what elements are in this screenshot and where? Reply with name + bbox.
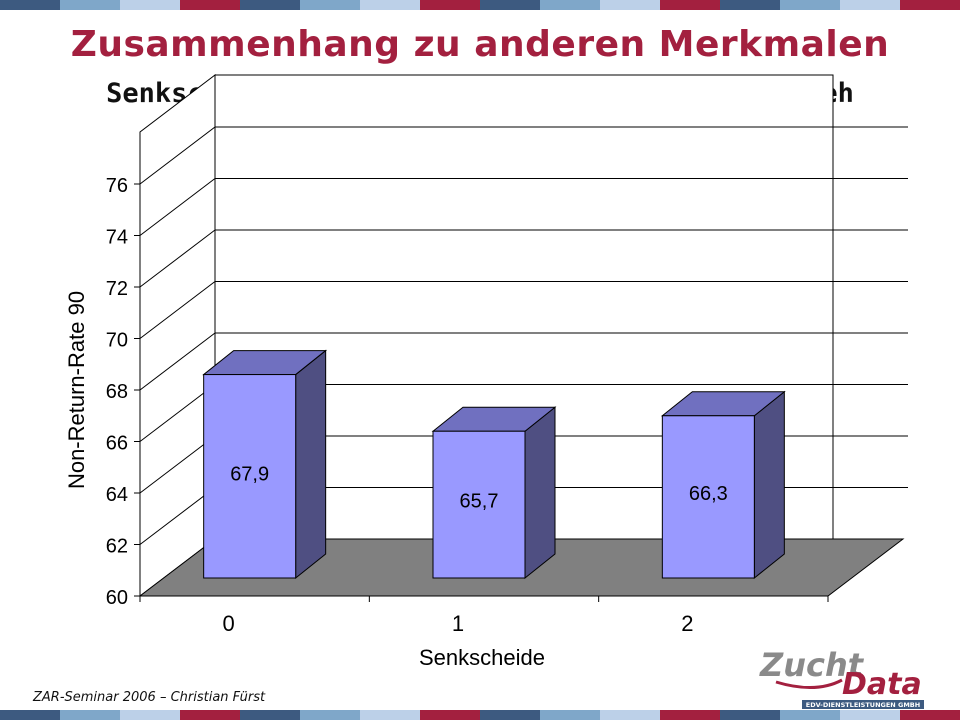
gridline-side <box>139 435 216 494</box>
logo-text-bottom: Data <box>842 667 922 702</box>
y-tick-label: 74 <box>106 227 128 249</box>
bar <box>661 415 755 579</box>
gridline-side <box>139 281 216 339</box>
y-tick-label: 62 <box>106 536 128 558</box>
bar-data-label: 67,9 <box>230 463 269 485</box>
bar <box>203 374 297 579</box>
bar <box>432 430 526 579</box>
y-tick-label: 70 <box>106 330 128 352</box>
bar-data-label: 66,3 <box>689 483 728 505</box>
bar-side <box>753 390 785 580</box>
y-tick-label: 68 <box>106 381 128 403</box>
gridline-side <box>139 487 216 545</box>
logo-tagline: EDV-DIENSTLEISTUNGEN GMBH <box>806 701 920 709</box>
y-tick-label: 66 <box>106 433 128 455</box>
gridline-side <box>139 178 216 236</box>
gridline-side <box>139 332 216 391</box>
y-tick-label: 72 <box>106 278 128 300</box>
x-tick-label: 0 <box>223 611 235 636</box>
bar-data-label: 65,7 <box>460 491 499 513</box>
bar-side <box>524 406 556 580</box>
gridline-side <box>139 384 216 442</box>
x-tick-label: 1 <box>452 611 464 636</box>
y-tick-label: 60 <box>106 587 128 609</box>
top-stripe <box>0 0 960 10</box>
x-tick-label: 2 <box>681 611 693 636</box>
gridline-side <box>139 229 216 288</box>
bottom-stripe <box>0 710 960 720</box>
y-axis-title: Non-Return-Rate 90 <box>64 291 89 489</box>
zuchtdata-logo: Zucht Data EDV-DIENSTLEISTUNGEN GMBH <box>759 646 924 709</box>
page-title: Zusammenhang zu anderen Merkmalen <box>70 24 890 65</box>
bar-side <box>295 349 327 580</box>
y-tick-label: 76 <box>106 175 128 197</box>
gridline-side <box>139 126 216 185</box>
x-axis-title: Senkscheide <box>419 645 545 670</box>
y-tick-label: 64 <box>106 484 128 506</box>
footer-text: ZAR-Seminar 2006 – Christian Fürst <box>33 690 266 705</box>
logo-text-top: Zucht <box>759 646 865 684</box>
